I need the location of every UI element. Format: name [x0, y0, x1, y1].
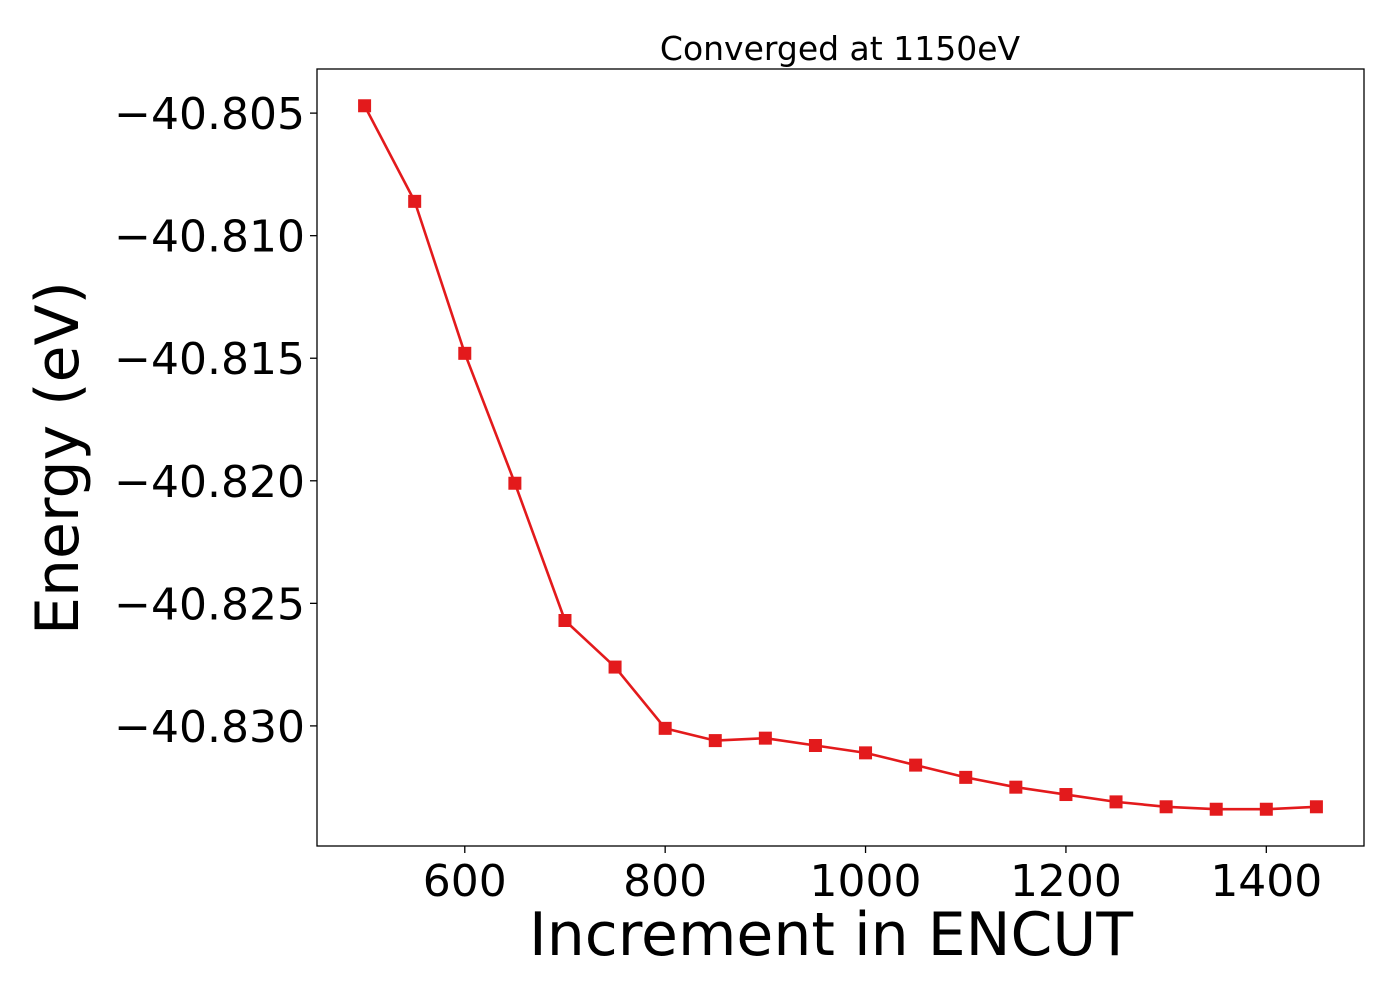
data-point: [508, 476, 522, 490]
data-point: [859, 746, 873, 760]
data-point: [558, 613, 572, 627]
y-tick-label: −40.820: [114, 457, 305, 508]
x-tick-label: 1400: [1210, 856, 1322, 907]
data-point: [1159, 800, 1173, 814]
x-tick-label: 1000: [810, 856, 922, 907]
y-tick-label: −40.815: [114, 334, 305, 385]
series-line: [363, 105, 1317, 811]
y-tick-label: −40.805: [114, 89, 305, 140]
data-point: [1009, 780, 1023, 794]
chart-title: Converged at 1150eV: [660, 29, 1021, 68]
data-point: [658, 721, 672, 735]
data-point: [358, 99, 372, 113]
x-axis-label: Increment in ENCUT: [529, 900, 1133, 970]
y-tick-label: −40.825: [114, 579, 305, 630]
y-axis-label: Energy (eV): [23, 281, 93, 635]
data-point: [708, 734, 722, 748]
data-point: [1109, 795, 1123, 809]
data-point: [1309, 800, 1323, 814]
data-point: [959, 770, 973, 784]
data-point: [1209, 802, 1223, 816]
x-tick-label: 800: [623, 856, 707, 907]
data-point: [758, 731, 772, 745]
axis-ticks: 600 800 1000 1200 1400 −40.805 −40.810 −40.815 −…: [114, 89, 1322, 907]
y-tick-label: −40.810: [114, 212, 305, 263]
data-point: [608, 660, 622, 674]
data-point: [408, 194, 422, 208]
x-tick-label: 600: [423, 856, 507, 907]
data-point: [458, 346, 472, 360]
data-point: [909, 758, 923, 772]
data-point: [1059, 788, 1073, 802]
data-point: [1259, 802, 1273, 816]
series-layer: [358, 99, 1323, 816]
x-tick-label: 1200: [1010, 856, 1122, 907]
data-point: [808, 739, 822, 753]
y-tick-label: −40.830: [114, 702, 305, 753]
plot-frame: [316, 68, 1365, 847]
